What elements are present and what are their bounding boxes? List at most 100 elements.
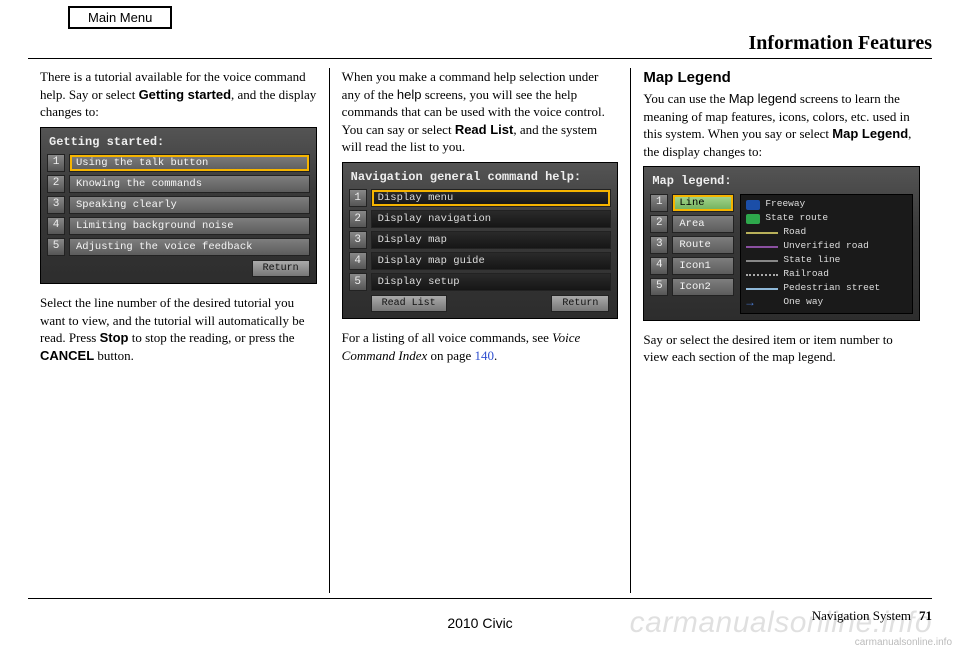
screen-title: Getting started: [49,134,310,150]
row-num: 2 [349,210,367,228]
legend-entry: Railroad [746,268,907,282]
legend-line-icon [746,288,778,290]
screen-footer: Return [47,260,310,278]
col3-para1: You can use the Map legend screens to le… [643,90,920,160]
row-item: Icon2 [672,278,734,296]
legend-entry: Pedestrian street [746,282,907,296]
screen-title: Navigation general command help: [351,169,612,185]
text: on page [427,348,474,363]
list-row[interactable]: 5Adjusting the voice feedback [47,238,310,256]
row-item: Knowing the commands [69,175,310,193]
legend-label: State route [765,212,828,225]
legend-shield-icon [746,214,760,224]
row-item: Adjusting the voice feedback [69,238,310,256]
list-row[interactable]: 2Area [650,215,734,233]
content-columns: There is a tutorial available for the vo… [28,68,932,593]
legend-left-list: 1Line 2Area 3Route 4Icon1 5Icon2 [650,194,734,314]
row-num: 1 [349,189,367,207]
row-num: 1 [47,154,65,172]
row-item: Display map [371,231,612,249]
legend-line-icon [746,246,778,248]
text: You can use the [643,91,728,106]
page-link[interactable]: 140 [475,348,495,363]
legend-label: Railroad [783,268,829,281]
page-number: 71 [919,608,932,623]
legend-line-icon [746,260,778,262]
row-num: 5 [349,273,367,291]
col1-para2: Select the line number of the desired tu… [40,294,317,364]
screen-footer: Read List Return [349,295,612,313]
col1-para1: There is a tutorial available for the vo… [40,68,317,121]
page-title: Information Features [749,30,933,57]
row-num: 5 [650,278,668,296]
bold-read-list: Read List [455,122,514,137]
row-num: 2 [650,215,668,233]
footer-section: Navigation System 71 [812,607,932,625]
row-item: Using the talk button [69,154,310,172]
col2-para2: For a listing of all voice commands, see… [342,329,619,364]
legend-right-panel: FreewayState routeRoadUnverified roadSta… [740,194,913,314]
return-button[interactable]: Return [551,295,609,313]
list-row[interactable]: 5Icon2 [650,278,734,296]
legend-entry: State route [746,212,907,226]
legend-label: Pedestrian street [783,282,880,295]
bold-map-legend: Map Legend [832,126,908,141]
screen-list: 1Using the talk button 2Knowing the comm… [47,154,310,256]
list-row[interactable]: 2Knowing the commands [47,175,310,193]
row-num: 3 [47,196,65,214]
legend-arrow-icon: → [746,295,778,311]
column-2: When you make a command help selection u… [329,68,631,593]
legend-entry: Freeway [746,198,907,212]
row-num: 3 [650,236,668,254]
legend-entry: Unverified road [746,240,907,254]
bold-cancel: CANCEL [40,348,94,363]
nav-help-screen: Navigation general command help: 1Displa… [342,162,619,320]
divider-top [28,58,932,59]
list-row[interactable]: 2Display navigation [349,210,612,228]
row-num: 4 [650,257,668,275]
map-legend-heading: Map Legend [643,68,920,88]
return-button[interactable]: Return [252,260,310,278]
row-num: 3 [349,231,367,249]
legend-label: Road [783,226,806,239]
legend-shield-icon [746,200,760,210]
main-menu-button[interactable]: Main Menu [68,6,172,29]
footer-section-label: Navigation System [812,608,911,623]
list-row[interactable]: 3Route [650,236,734,254]
list-row[interactable]: 1Display menu [349,189,612,207]
legend-line-icon [746,232,778,234]
col3-para2: Say or select the desired item or item n… [643,331,920,366]
row-num: 4 [349,252,367,270]
row-item: Speaking clearly [69,196,310,214]
list-row[interactable]: 4Icon1 [650,257,734,275]
legend-entry: →One way [746,296,907,310]
sans-help: help [397,87,422,102]
row-item: Display menu [371,189,612,207]
legend-line-icon [746,274,778,276]
row-num: 5 [47,238,65,256]
row-item: Icon1 [672,257,734,275]
list-row[interactable]: 3Speaking clearly [47,196,310,214]
list-row[interactable]: 5Display setup [349,273,612,291]
footer-model: 2010 Civic [447,614,512,633]
list-row[interactable]: 3Display map [349,231,612,249]
read-list-button[interactable]: Read List [371,295,447,313]
map-legend-screen: Map legend: 1Line 2Area 3Route 4Icon1 5I… [643,166,920,320]
row-item: Area [672,215,734,233]
row-item: Display navigation [371,210,612,228]
col2-para1: When you make a command help selection u… [342,68,619,156]
row-num: 4 [47,217,65,235]
list-row[interactable]: 1Using the talk button [47,154,310,172]
legend-label: Unverified road [783,240,869,253]
row-num: 1 [650,194,668,212]
list-row[interactable]: 4Display map guide [349,252,612,270]
column-3: Map Legend You can use the Map legend sc… [630,68,932,593]
row-item: Display map guide [371,252,612,270]
text: . [494,348,497,363]
list-row[interactable]: 1Line [650,194,734,212]
list-row[interactable]: 4Limiting background noise [47,217,310,235]
legend-label: Freeway [765,198,805,211]
text: to stop the reading, or press the [128,330,294,345]
row-item: Limiting background noise [69,217,310,235]
bold-getting-started: Getting started [139,87,231,102]
